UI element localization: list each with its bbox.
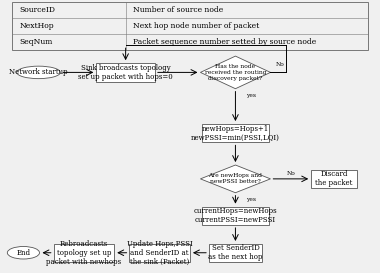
Text: Has the node
received the routing
discovery packet?: Has the node received the routing discov… (204, 64, 266, 81)
Text: SeqNum: SeqNum (20, 38, 53, 46)
Bar (54, 244, 114, 262)
Text: newHops=Hops+1
newPSSI=min(PSSI,LQI): newHops=Hops+1 newPSSI=min(PSSI,LQI) (191, 125, 280, 142)
Bar (96, 63, 155, 82)
Text: Network startup: Network startup (9, 69, 68, 76)
Bar (202, 207, 269, 225)
Text: Set SenderID
as the next hop: Set SenderID as the next hop (208, 244, 263, 261)
Polygon shape (200, 165, 271, 193)
Text: Rebroadcasts
topology set up
packet with newhops: Rebroadcasts topology set up packet with… (46, 239, 122, 266)
Text: No: No (287, 171, 295, 176)
Text: Sink broadcasts topology
set up packet with hops=0: Sink broadcasts topology set up packet w… (78, 64, 173, 81)
Bar (12, 2, 368, 50)
Ellipse shape (17, 66, 60, 79)
Text: SourceID: SourceID (20, 6, 55, 14)
Text: Are newHops and
newPSSI better?: Are newHops and newPSSI better? (209, 173, 263, 184)
Text: NextHop: NextHop (20, 22, 54, 30)
Bar (130, 244, 190, 262)
Text: Update Hops,PSSI
and SenderID at
the sink (Packet): Update Hops,PSSI and SenderID at the sin… (127, 239, 193, 266)
Text: currentHops=newHops
currentPSSI=newPSSI: currentHops=newHops currentPSSI=newPSSI (194, 207, 277, 224)
Text: End: End (16, 249, 30, 257)
Polygon shape (200, 56, 271, 89)
Ellipse shape (7, 247, 40, 259)
Bar (202, 124, 269, 143)
Text: No: No (276, 62, 285, 67)
Text: Next hop node number of packet: Next hop node number of packet (133, 22, 260, 30)
Text: Discard
the packet: Discard the packet (315, 170, 353, 188)
Bar (311, 170, 356, 188)
Bar (209, 244, 262, 262)
Text: yes: yes (245, 93, 256, 98)
Text: Number of source node: Number of source node (133, 6, 223, 14)
Text: yes: yes (245, 197, 256, 202)
Text: Packet sequence number setted by source node: Packet sequence number setted by source … (133, 38, 317, 46)
